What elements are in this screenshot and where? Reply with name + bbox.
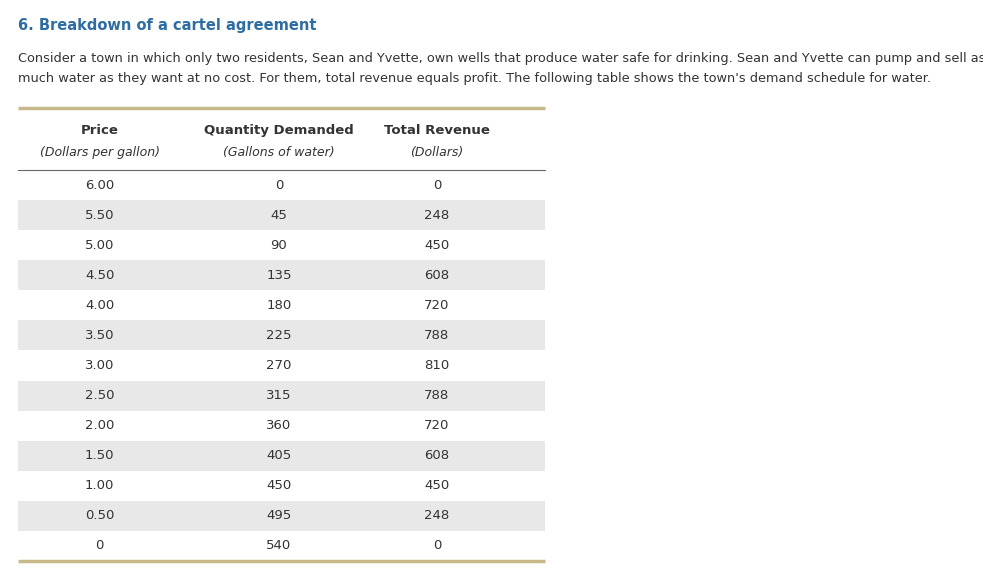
Text: 0: 0 <box>433 178 441 192</box>
Text: Quantity Demanded: Quantity Demanded <box>204 124 354 137</box>
Text: 5.50: 5.50 <box>85 208 114 222</box>
Bar <box>18 320 545 350</box>
Text: 450: 450 <box>425 479 449 492</box>
Text: 405: 405 <box>266 449 292 462</box>
Text: 720: 720 <box>425 299 449 312</box>
Text: (Dollars per gallon): (Dollars per gallon) <box>39 146 159 159</box>
Text: 4.00: 4.00 <box>86 299 114 312</box>
Text: 270: 270 <box>266 359 292 372</box>
Text: 0: 0 <box>95 540 104 552</box>
Text: 0.50: 0.50 <box>85 510 114 522</box>
Text: 180: 180 <box>266 299 292 312</box>
Text: 540: 540 <box>266 540 292 552</box>
Bar <box>18 501 545 531</box>
Text: 225: 225 <box>266 329 292 342</box>
Text: 3.50: 3.50 <box>85 329 114 342</box>
Text: Price: Price <box>81 124 119 137</box>
Text: 45: 45 <box>270 208 287 222</box>
Text: 608: 608 <box>425 269 449 282</box>
Text: 788: 788 <box>425 389 449 402</box>
Text: 135: 135 <box>266 269 292 282</box>
Text: Total Revenue: Total Revenue <box>384 124 490 137</box>
Text: 0: 0 <box>274 178 283 192</box>
Text: 810: 810 <box>425 359 449 372</box>
Text: 2.50: 2.50 <box>85 389 114 402</box>
Bar <box>18 200 545 230</box>
Text: (Dollars): (Dollars) <box>410 146 464 159</box>
Text: 1.00: 1.00 <box>85 479 114 492</box>
Text: 6. Breakdown of a cartel agreement: 6. Breakdown of a cartel agreement <box>18 18 317 33</box>
Text: 248: 248 <box>425 208 449 222</box>
Text: 2.00: 2.00 <box>85 419 114 432</box>
Text: 4.50: 4.50 <box>85 269 114 282</box>
Text: much water as they want at no cost. For them, total revenue equals profit. The f: much water as they want at no cost. For … <box>18 72 931 85</box>
Text: 360: 360 <box>266 419 292 432</box>
Text: (Gallons of water): (Gallons of water) <box>223 146 334 159</box>
Text: 788: 788 <box>425 329 449 342</box>
Text: 3.00: 3.00 <box>85 359 114 372</box>
Text: 0: 0 <box>433 540 441 552</box>
Bar <box>18 441 545 471</box>
Text: Consider a town in which only two residents, Sean and Yvette, own wells that pro: Consider a town in which only two reside… <box>18 52 983 65</box>
Text: 90: 90 <box>270 239 287 252</box>
Text: 608: 608 <box>425 449 449 462</box>
Text: 5.00: 5.00 <box>85 239 114 252</box>
Bar <box>18 380 545 411</box>
Text: 315: 315 <box>266 389 292 402</box>
Text: 248: 248 <box>425 510 449 522</box>
Text: 6.00: 6.00 <box>86 178 114 192</box>
Bar <box>18 260 545 290</box>
Text: 495: 495 <box>266 510 292 522</box>
Text: 450: 450 <box>266 479 292 492</box>
Text: 1.50: 1.50 <box>85 449 114 462</box>
Text: 450: 450 <box>425 239 449 252</box>
Text: 720: 720 <box>425 419 449 432</box>
